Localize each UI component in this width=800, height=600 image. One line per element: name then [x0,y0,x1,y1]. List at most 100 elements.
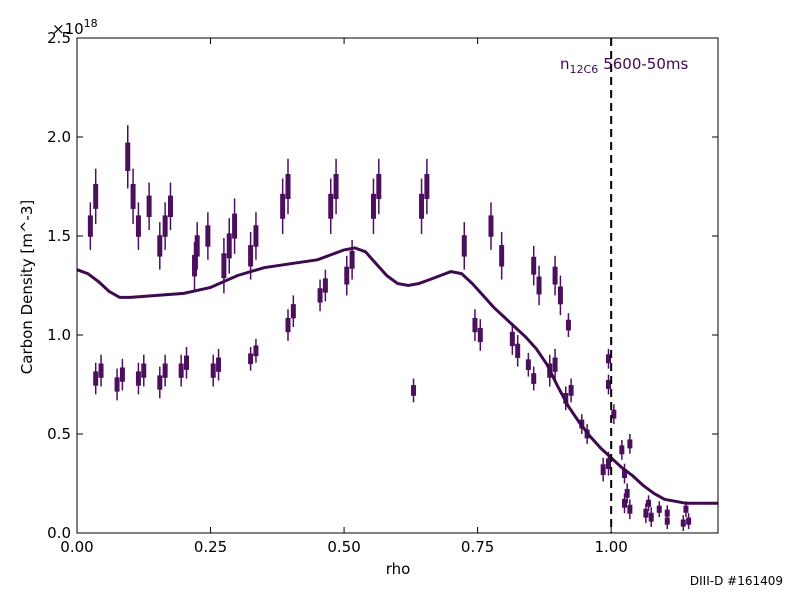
y-axis-label: Carbon Density [m^-3] [18,200,36,374]
data-point [552,266,558,285]
data-point [328,193,334,219]
data-point [627,439,633,449]
data-point [477,327,483,343]
data-point [472,317,478,333]
shot-footer: DIII-D #161409 [690,574,783,588]
data-point [646,499,652,507]
y-tick-label: 0.0 [47,524,71,542]
x-axis-label: rho [386,560,411,578]
y-multiplier: ×1018 [52,17,98,38]
data-point [157,375,163,390]
data-point [622,498,628,508]
errorbar-layer [87,125,692,532]
data-point [322,278,328,293]
data-point [205,225,211,247]
data-point [557,286,563,305]
data-point [619,445,625,455]
data-point [656,505,662,513]
data-point [248,353,254,365]
x-tick-label: 1.00 [594,538,627,556]
data-point [411,385,417,396]
data-point [93,183,99,209]
data-point [344,266,350,285]
data-point [290,304,296,319]
data-point [333,174,339,199]
data-point [525,359,531,371]
data-point [167,195,173,217]
x-tick-label: 0.50 [327,538,360,556]
data-point [125,142,131,172]
x-tick-label: 0.25 [194,538,227,556]
data-point [141,363,147,378]
data-point [280,193,286,219]
data-point [216,357,222,372]
data-point [253,345,259,357]
y-tick-label: 0.5 [47,425,71,443]
data-point [226,233,232,259]
data-point [509,331,515,347]
data-point [93,371,99,386]
data-point [119,367,125,382]
data-point [130,183,136,209]
y-axis: 0.0 0.5 1.0 1.5 2.0 2.5 [47,29,718,542]
data-point [349,250,355,269]
data-point [221,253,227,279]
data-point [611,409,617,419]
data-point [488,215,494,237]
data-point [285,317,291,333]
data-point [536,276,542,295]
data-point [114,377,120,392]
data-point [232,213,238,239]
data-point [664,509,670,517]
data-point [600,464,606,475]
data-point [605,380,611,389]
data-point [162,215,168,237]
species-annotation: n12C6 5600-50ms [560,55,688,76]
data-point [98,363,104,378]
data-point [178,363,184,378]
data-point [194,235,200,257]
data-point [253,225,259,247]
data-point [146,195,152,217]
data-point [531,256,537,275]
data-point [424,174,430,199]
y-tick-label: 1.5 [47,227,71,245]
data-point [643,508,649,518]
data-point [419,193,425,219]
x-tick-label: 0.00 [60,538,93,556]
data-point [515,343,521,358]
data-point [461,235,467,257]
data-point [605,354,611,364]
data-point [285,174,291,199]
data-point [157,235,163,257]
x-tick-label: 0.75 [461,538,494,556]
data-point [210,363,216,378]
y-tick-label: 2.0 [47,128,71,146]
fit-curve [76,246,718,505]
data-point [531,373,537,384]
data-point [552,357,558,372]
data-point [683,505,689,513]
data-point [605,458,611,470]
data-point [87,215,93,237]
plot-area [76,38,718,533]
data-point [370,193,376,219]
data-point [317,288,323,303]
data-point [627,504,633,514]
plot-frame [76,37,719,534]
data-point [135,371,141,386]
x-axis: 0.00 0.25 0.50 0.75 1.00 [60,38,628,556]
data-point [686,517,692,525]
data-point [622,469,628,479]
data-point [192,255,198,277]
data-point [135,215,141,237]
data-point [248,245,254,267]
data-point [162,363,168,378]
data-point [680,519,686,527]
data-point [624,488,630,498]
data-point [648,512,654,522]
y-tick-label: 1.0 [47,326,71,344]
data-point [376,174,382,199]
